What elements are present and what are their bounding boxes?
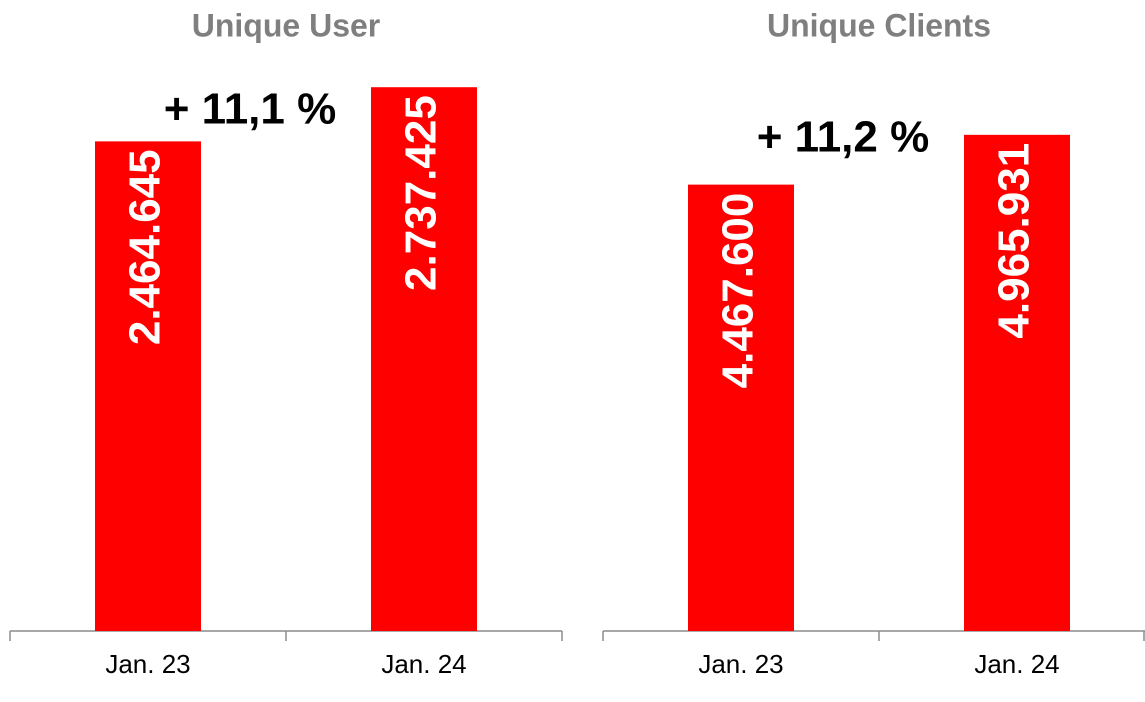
value-label: 2.464.645: [121, 149, 170, 345]
x-tick-label: Jan. 24: [381, 649, 466, 679]
annotation: + 11,2 %: [757, 113, 929, 162]
chart-title: Unique User: [192, 7, 380, 43]
x-tick-label: Jan. 24: [974, 649, 1059, 679]
bar: [95, 141, 201, 631]
annotation: + 11,1 %: [164, 85, 336, 134]
value-label: 2.737.425: [397, 95, 446, 291]
chart-title: Unique Clients: [767, 7, 991, 43]
x-tick-label: Jan. 23: [698, 649, 783, 679]
bar: [371, 87, 477, 632]
value-label: 4.467.600: [714, 193, 763, 389]
bar: [688, 184, 794, 631]
x-tick-label: Jan. 23: [105, 649, 190, 679]
bar: [964, 134, 1070, 632]
value-label: 4.965.931: [990, 143, 1039, 339]
